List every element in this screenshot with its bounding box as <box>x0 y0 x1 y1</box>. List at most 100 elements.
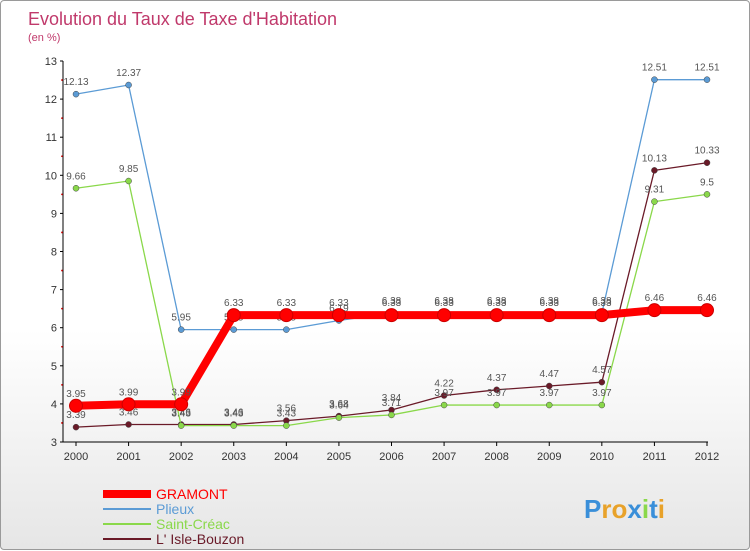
series-group: 3.39 3.46 3.46 3.46 3.56 3.68 3.84 4.22 4.37 4.47… <box>63 63 720 431</box>
data-label: 6.33 <box>277 298 297 309</box>
x-tick-label: 2004 <box>274 451 298 463</box>
proxiti-logo: Proxiti <box>584 494 665 524</box>
data-label: 3.64 <box>329 401 349 412</box>
legend-label: GRAMONT <box>156 486 228 502</box>
data-label: 3.43 <box>171 409 191 420</box>
y-minor-tick <box>61 231 63 234</box>
y-tick-label: 7 <box>51 285 57 297</box>
data-point <box>283 326 290 333</box>
data-label: 6.33 <box>487 298 507 309</box>
series-saint-cr-ac: 9.66 9.85 3.43 3.43 3.43 3.64 3.71 3.97 3.97 3.97… <box>66 164 714 429</box>
data-point <box>69 398 83 413</box>
y-minor-tick <box>61 117 63 120</box>
x-tick-label: 2007 <box>432 451 456 463</box>
data-label: 10.13 <box>642 153 667 164</box>
y-ticks: 3 4 5 6 7 8 9 10 11 12 13 <box>45 56 63 449</box>
data-label: 6.38 <box>592 296 612 307</box>
data-label: 3.39 <box>66 410 86 421</box>
x-tick-label: 2006 <box>379 451 403 463</box>
data-point <box>125 177 132 185</box>
y-tick-label: 3 <box>51 437 57 449</box>
data-label: 3.68 <box>329 399 349 410</box>
data-label: 3.43 <box>224 409 244 420</box>
y-tick-label: 11 <box>46 132 57 144</box>
y-tick-label: 4 <box>51 399 57 411</box>
logo-letter: P <box>584 494 601 524</box>
legend-label: L' Isle-Bouzon <box>156 531 244 547</box>
logo-letter: x <box>627 494 642 524</box>
chart-title: Evolution du Taux de Taxe d'Habitation <box>28 9 337 29</box>
legend-label: Saint-Créac <box>156 516 230 532</box>
data-label: 6.33 <box>540 298 560 309</box>
data-point <box>440 392 448 399</box>
data-label: 6.38 <box>540 296 560 307</box>
data-label: 3.43 <box>277 409 297 420</box>
x-tick-label: 2008 <box>484 451 508 463</box>
data-label: 4.37 <box>487 373 507 384</box>
data-point <box>651 167 658 174</box>
data-label: 12.37 <box>116 68 141 79</box>
x-tick-label: 2003 <box>222 451 246 463</box>
y-tick-label: 10 <box>45 170 57 182</box>
data-point <box>384 308 399 323</box>
data-point <box>230 326 237 333</box>
y-tick-label: 13 <box>45 56 57 68</box>
data-label: 6.33 <box>382 298 402 309</box>
logo-letter: t <box>649 494 658 524</box>
data-label: 6.46 <box>697 293 717 304</box>
data-point <box>493 401 500 409</box>
data-point <box>598 378 606 386</box>
data-label: 3.95 <box>66 389 86 400</box>
series-plieux: 12.1312.375.955.955.956.196.386.386.386.… <box>63 63 720 333</box>
data-label: 5.95 <box>171 313 191 324</box>
series-line <box>75 79 708 331</box>
data-point <box>121 397 136 412</box>
y-tick-label: 5 <box>51 361 57 373</box>
data-label: 6.33 <box>434 298 454 309</box>
data-point <box>125 81 132 89</box>
data-label: 3.84 <box>382 393 402 404</box>
data-point <box>226 308 241 323</box>
data-label: 6.38 <box>382 296 402 307</box>
y-minor-tick <box>61 383 63 386</box>
data-point <box>388 411 395 419</box>
data-label: 3.97 <box>540 388 560 399</box>
data-label: 4.57 <box>592 365 612 376</box>
data-label: 3.97 <box>434 388 454 399</box>
data-point <box>230 422 237 429</box>
data-label: 12.51 <box>642 63 667 74</box>
data-point <box>546 382 553 390</box>
data-point <box>177 422 185 429</box>
data-label: 3.46 <box>171 407 191 418</box>
data-point <box>440 401 448 409</box>
y-minor-tick <box>61 307 63 310</box>
x-tick-label: 2012 <box>695 451 719 463</box>
data-label: 6.46 <box>645 293 665 304</box>
data-label: 10.33 <box>694 146 719 157</box>
data-label: 3.99 <box>171 387 191 398</box>
data-label: 6.38 <box>487 296 507 307</box>
data-point <box>331 308 346 323</box>
data-label: 6.33 <box>592 298 612 309</box>
data-point <box>647 303 662 318</box>
data-label: 9.85 <box>119 164 139 175</box>
data-point <box>72 90 80 98</box>
logo-letter: r <box>601 494 611 524</box>
data-label: 3.97 <box>487 388 507 399</box>
y-tick-label: 9 <box>51 208 57 220</box>
data-label: 12.51 <box>694 63 719 74</box>
y-tick-label: 8 <box>51 247 57 259</box>
data-label: 9.31 <box>645 185 665 196</box>
data-point <box>335 414 343 421</box>
data-label: 12.13 <box>63 77 88 88</box>
data-point <box>489 308 504 323</box>
data-point <box>493 386 500 394</box>
data-point <box>546 401 553 409</box>
data-point <box>700 303 714 318</box>
data-label: 3.46 <box>224 407 244 418</box>
y-minor-tick <box>61 422 63 424</box>
data-point <box>651 76 658 83</box>
series-gramont: 3.95 3.99 3.99 6.33 6.33 6.33 6.33 6.33 6.33 6.33… <box>66 293 717 413</box>
